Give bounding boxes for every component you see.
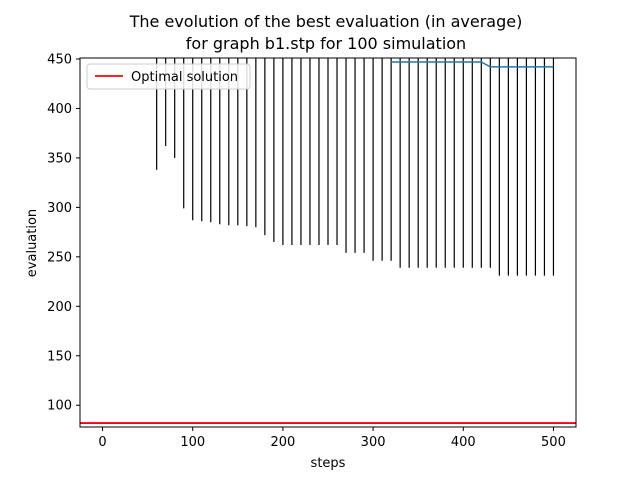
chart-title-line2: for graph b1.stp for 100 simulation xyxy=(186,34,466,53)
legend-label-optimal-solution: Optimal solution xyxy=(131,70,238,85)
y-axis-label: evaluation xyxy=(25,209,40,277)
y-axis: 100 150 200 250 300 350 400 450 xyxy=(47,52,80,414)
x-tick-label: 500 xyxy=(541,435,566,450)
x-tick-label: 300 xyxy=(361,435,386,450)
y-tick-label: 400 xyxy=(47,102,72,117)
x-axis-label: steps xyxy=(311,456,346,471)
x-tick-label: 200 xyxy=(270,435,295,450)
y-tick-label: 350 xyxy=(47,151,72,166)
y-tick-label: 100 xyxy=(47,399,72,414)
y-tick-label: 200 xyxy=(47,300,72,315)
x-tick-label: 0 xyxy=(98,435,106,450)
x-tick-label: 100 xyxy=(180,435,205,450)
x-tick-label: 400 xyxy=(451,435,476,450)
x-axis: 0 100 200 300 400 500 xyxy=(98,427,566,450)
y-tick-label: 250 xyxy=(47,250,72,265)
mean-evaluation-line xyxy=(391,61,554,68)
legend: Optimal solution xyxy=(86,63,251,90)
y-tick-label: 300 xyxy=(47,201,72,216)
chart-title-line1: The evolution of the best evaluation (in… xyxy=(129,12,523,31)
legend-box xyxy=(86,63,251,90)
y-tick-label: 150 xyxy=(47,349,72,364)
plot-frame xyxy=(79,57,577,428)
y-tick-label: 450 xyxy=(47,52,72,67)
